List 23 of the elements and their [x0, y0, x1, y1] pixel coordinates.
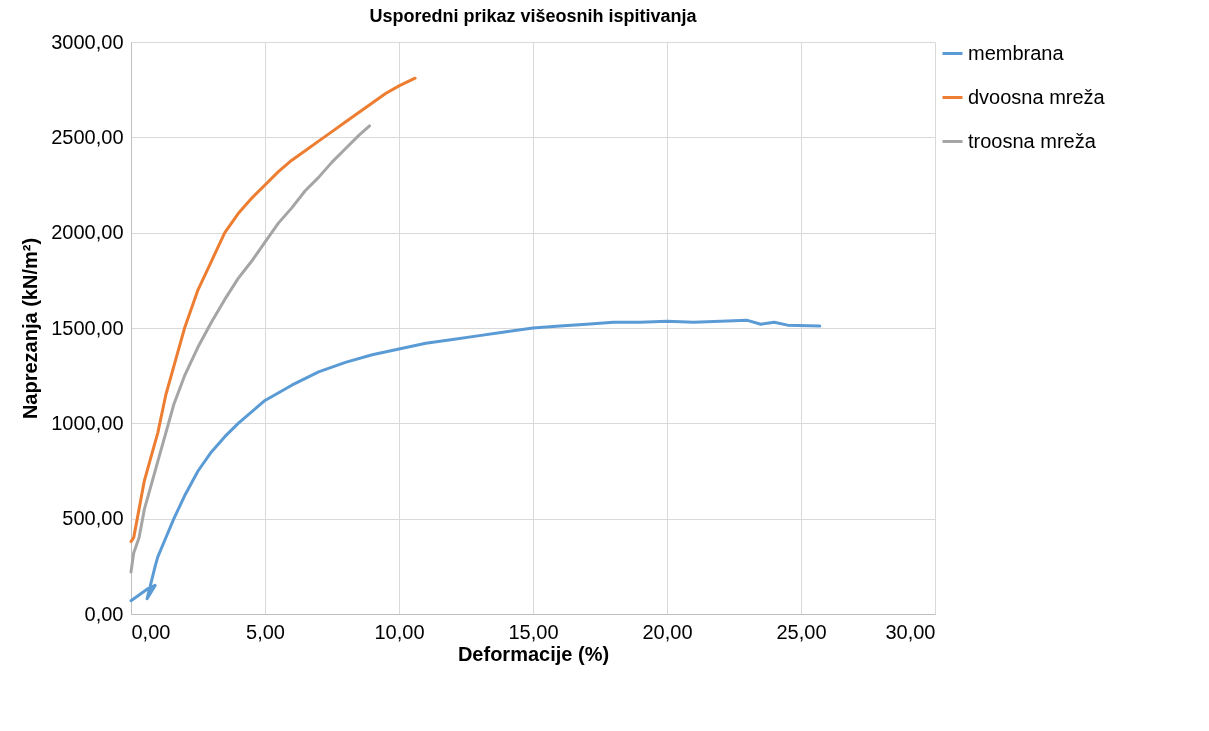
y-tick-label: 2000,00: [51, 221, 124, 244]
legend-label: membrana: [968, 41, 1065, 64]
x-tick-label: 0,00: [131, 620, 171, 643]
y-tick-label: 2500,00: [51, 125, 124, 148]
line-series: [129, 124, 372, 574]
line-series: [129, 76, 417, 544]
x-tick-label: 15,00: [508, 620, 559, 643]
y-tick-label: 3000,00: [51, 30, 124, 53]
line-series: [129, 318, 822, 603]
y-axis-title: Naprezanja (kN/m²): [19, 237, 42, 420]
y-tick-label: 500,00: [62, 507, 124, 530]
x-tick-label: 5,00: [246, 620, 285, 643]
x-tick-label: 30,00: [885, 620, 936, 643]
y-tick-label: 1000,00: [51, 411, 124, 434]
x-tick-label: 20,00: [642, 620, 693, 643]
legend-label: troosna mreža: [968, 129, 1097, 152]
x-tick-label: 10,00: [374, 620, 425, 643]
y-tick-label: 0,00: [84, 602, 124, 625]
x-axis-title: Deformacije (%): [457, 642, 610, 665]
y-tick-label: 1500,00: [51, 316, 124, 339]
x-tick-label: 25,00: [776, 620, 827, 643]
chart-title: Usporedni prikaz višeosnih ispitivanja: [369, 6, 698, 26]
legend-label: dvoosna mreža: [968, 85, 1106, 108]
